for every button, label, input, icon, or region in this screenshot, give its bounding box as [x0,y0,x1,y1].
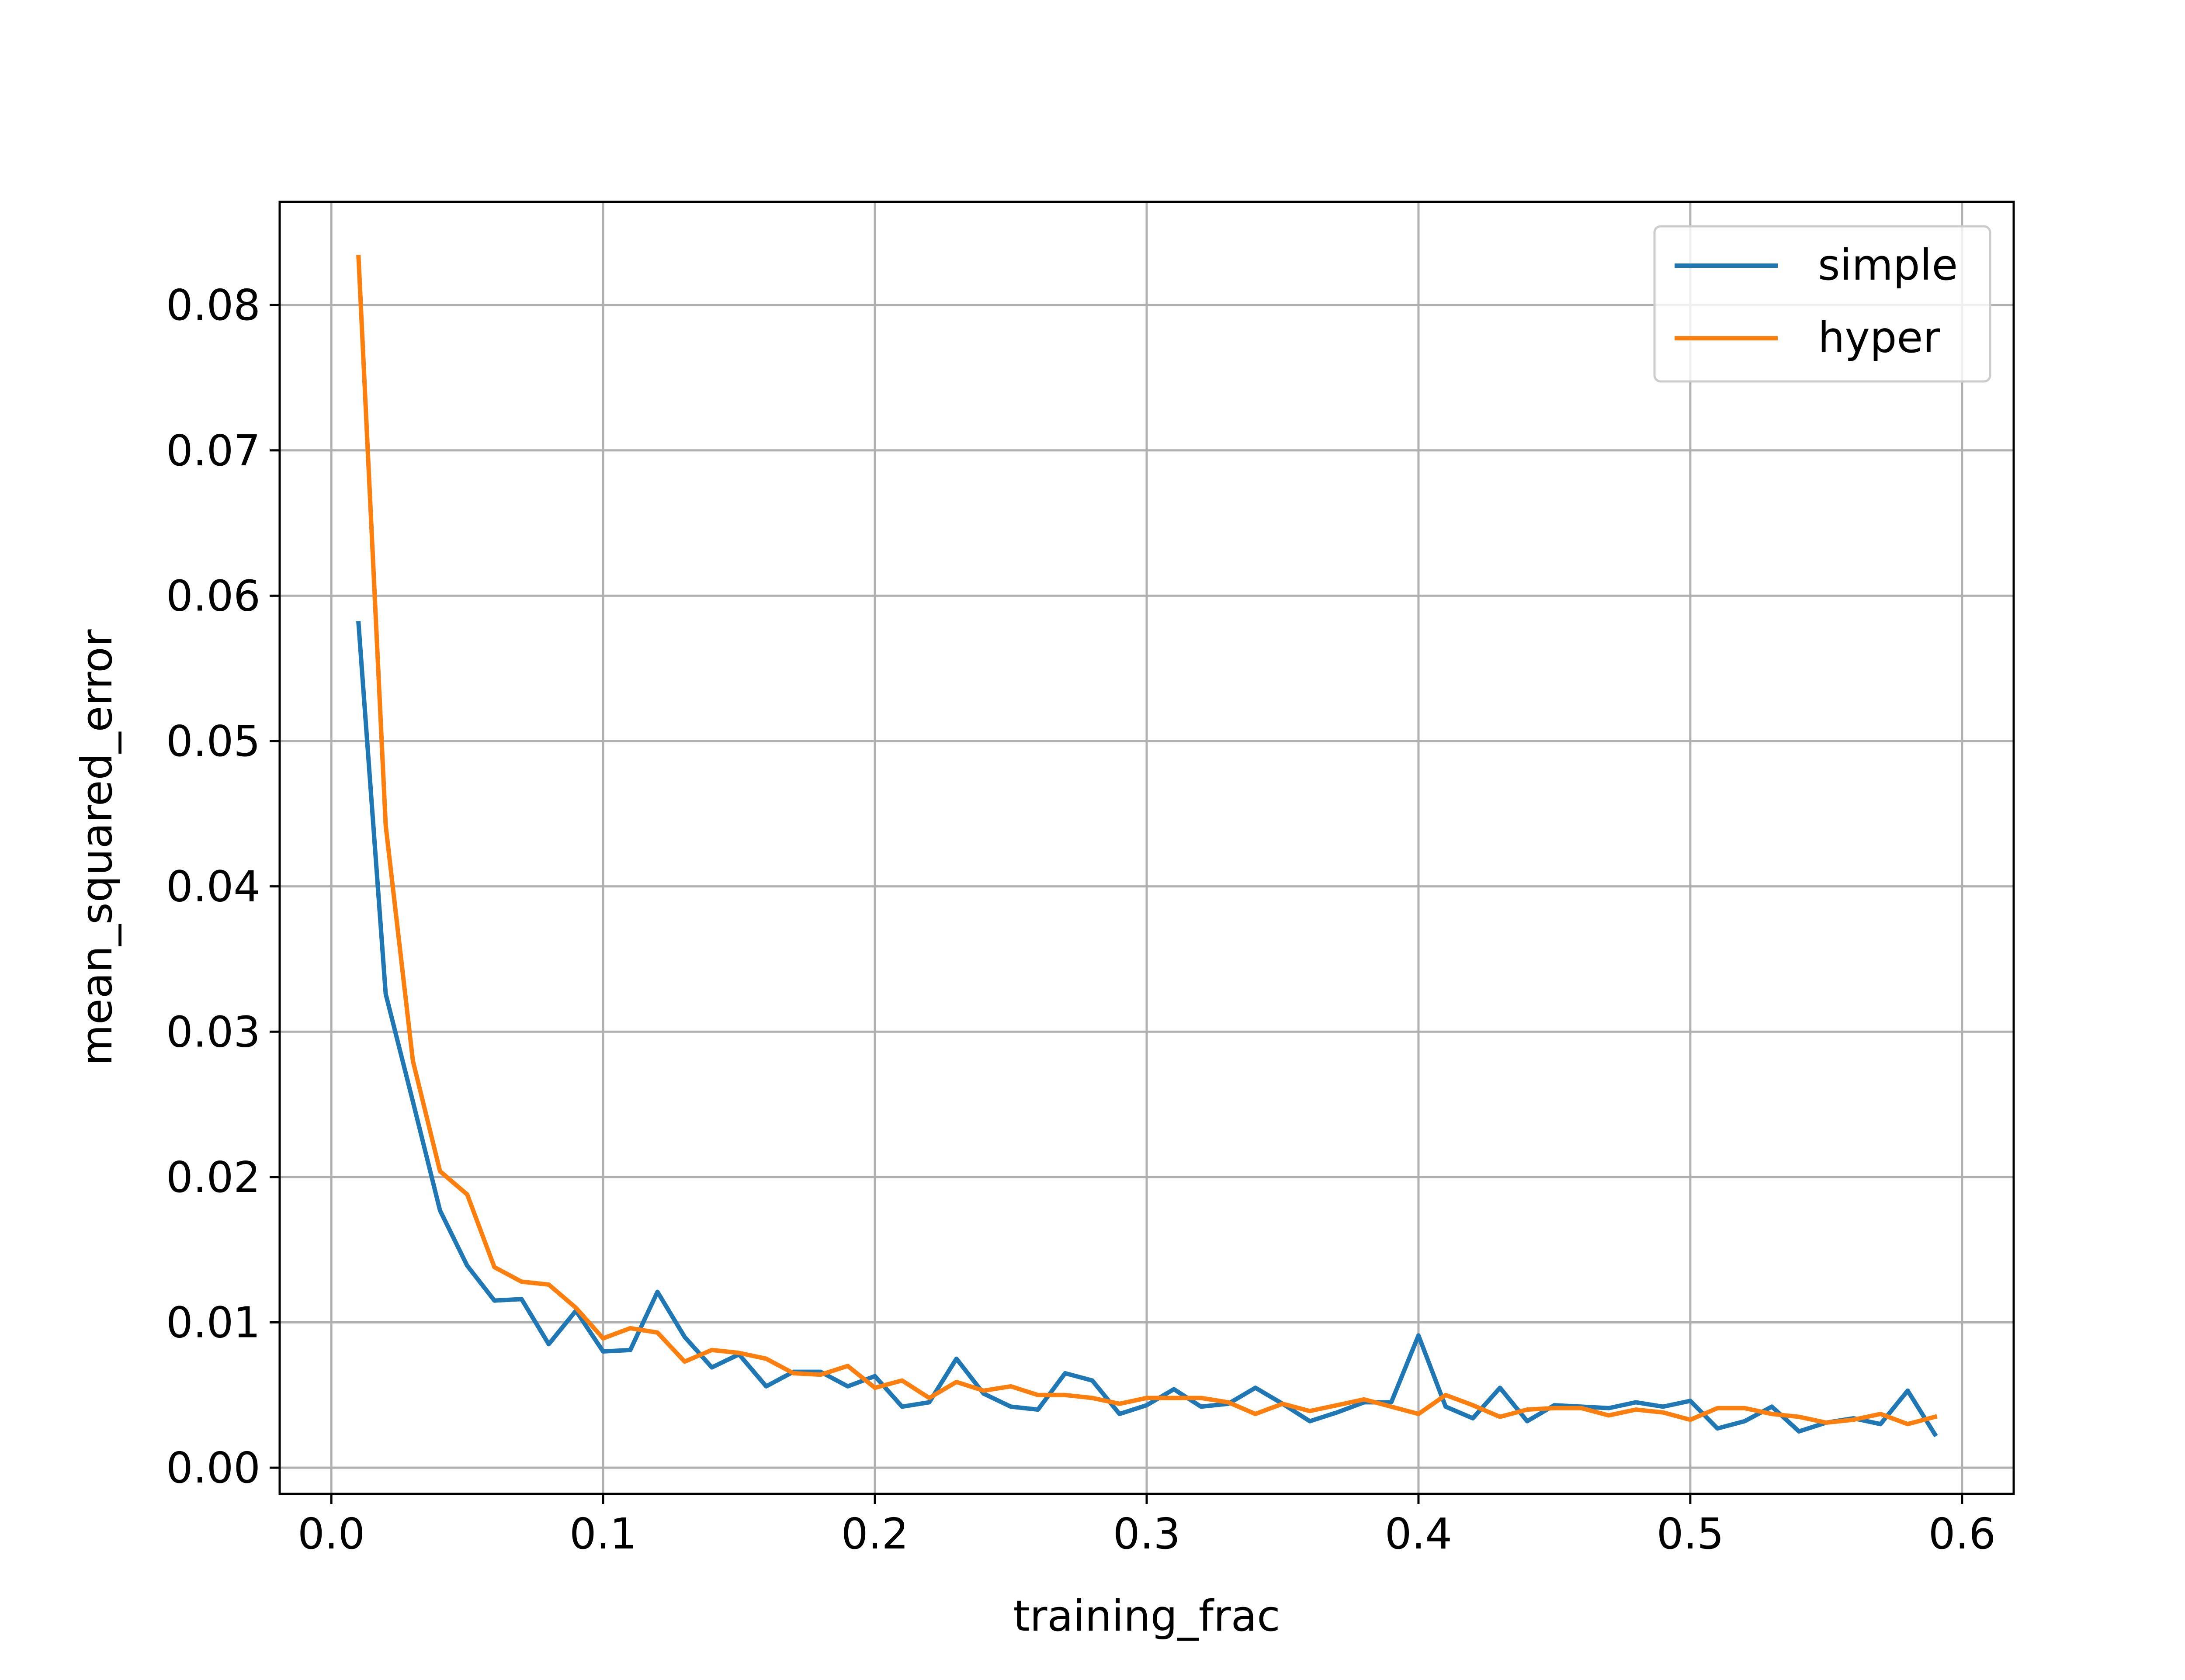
y-tick-label: 0.05 [166,717,260,766]
legend: simple hyper [1653,225,1991,383]
y-tick-label: 0.06 [166,571,260,620]
x-tick-label: 0.4 [1385,1509,1452,1559]
axis-ticks [270,304,1963,1504]
legend-label-simple: simple [1818,240,1958,290]
series-lines [356,255,1938,1438]
y-tick-label: 0.03 [166,1007,260,1056]
y-tick-label: 0.04 [166,862,260,911]
plot-area-frame [278,201,2015,1495]
x-tick-label: 0.2 [841,1509,909,1559]
x-tick-label: 0.6 [1928,1509,1996,1559]
x-tick-label: 0.5 [1657,1509,1724,1559]
y-tick-label: 0.01 [166,1298,260,1347]
series-line-hyper [356,255,1938,1427]
y-tick-label: 0.02 [166,1153,260,1202]
x-axis-label: training_frac [1013,1591,1280,1641]
x-tick-label: 0.1 [569,1509,637,1559]
y-tick-label: 0.00 [166,1443,260,1493]
legend-label-hyper: hyper [1818,313,1940,362]
x-tick-label: 0.3 [1113,1509,1180,1559]
x-tick-label: 0.0 [298,1509,365,1559]
y-tick-label: 0.07 [166,426,260,475]
series-line-simple [356,621,1938,1438]
tick-labels: 0.0 0.1 0.2 0.3 0.4 0.5 0.6 0.00 0.01 0.02 0.03 0.0… [166,281,1996,1559]
y-tick-label: 0.08 [166,281,260,330]
y-axis-label: mean_squared_error [72,629,121,1066]
